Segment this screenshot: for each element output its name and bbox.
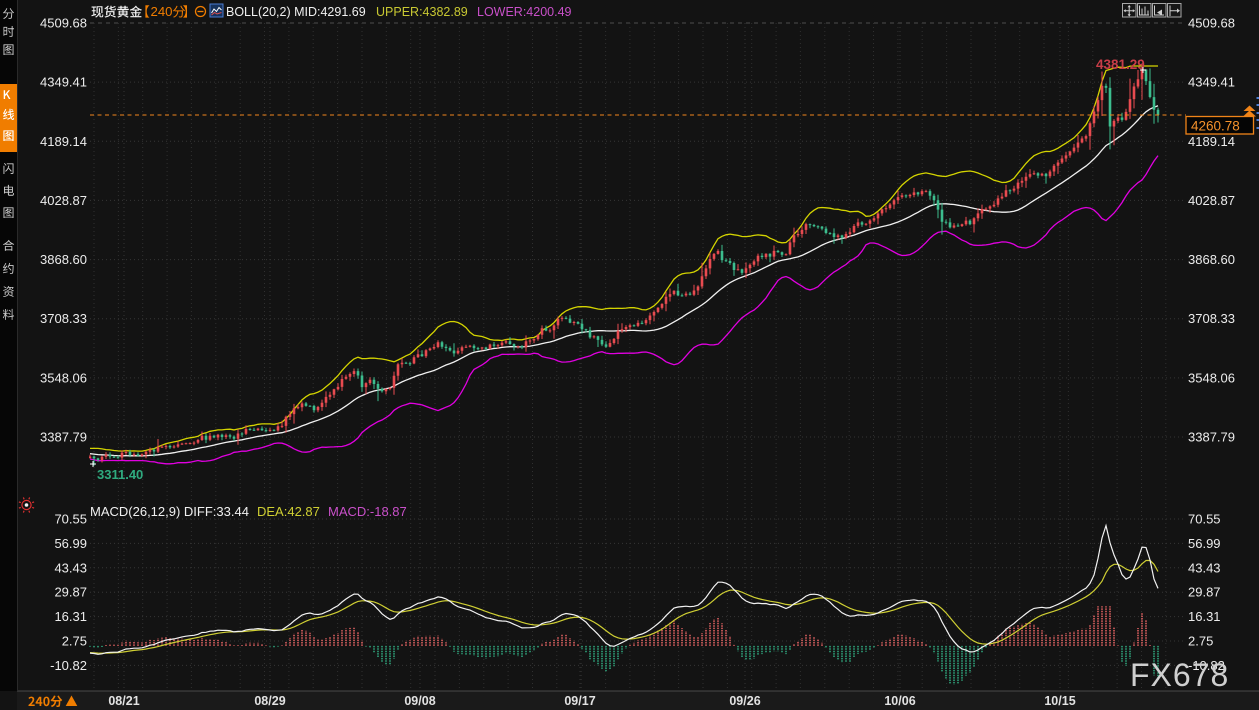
svg-text:240: 240 bbox=[151, 4, 173, 19]
svg-text:4509.68: 4509.68 bbox=[40, 16, 87, 31]
svg-text:09/26: 09/26 bbox=[729, 694, 760, 708]
svg-text:70.55: 70.55 bbox=[54, 512, 87, 527]
svg-text:LOWER:4200.49: LOWER:4200.49 bbox=[477, 5, 572, 19]
svg-text:-10.82: -10.82 bbox=[1188, 658, 1225, 673]
svg-text:3387.79: 3387.79 bbox=[1188, 430, 1235, 445]
svg-text:4509.68: 4509.68 bbox=[1188, 16, 1235, 31]
svg-text:BOLL(20,2) MID:4291.69: BOLL(20,2) MID:4291.69 bbox=[226, 5, 366, 19]
svg-text:10/06: 10/06 bbox=[884, 694, 915, 708]
svg-text:2.75: 2.75 bbox=[1188, 634, 1213, 649]
svg-text:56.99: 56.99 bbox=[1188, 536, 1221, 551]
svg-text:3868.60: 3868.60 bbox=[40, 252, 87, 267]
svg-text:70.55: 70.55 bbox=[1188, 512, 1221, 527]
svg-text:4189.14: 4189.14 bbox=[1188, 134, 1235, 149]
svg-text:56.99: 56.99 bbox=[54, 536, 87, 551]
svg-text:4189.14: 4189.14 bbox=[40, 134, 87, 149]
svg-text:3708.33: 3708.33 bbox=[40, 311, 87, 326]
svg-text:UPPER:4382.89: UPPER:4382.89 bbox=[376, 5, 468, 19]
svg-text:3868.60: 3868.60 bbox=[1188, 252, 1235, 267]
svg-text:2.75: 2.75 bbox=[62, 634, 87, 649]
svg-text:3387.79: 3387.79 bbox=[40, 430, 87, 445]
svg-text:DEA:42.87: DEA:42.87 bbox=[257, 504, 320, 519]
svg-text:3548.06: 3548.06 bbox=[1188, 370, 1235, 385]
svg-text:3708.33: 3708.33 bbox=[1188, 311, 1235, 326]
svg-text:FX678: FX678 bbox=[1130, 657, 1229, 693]
svg-text:09/17: 09/17 bbox=[564, 694, 595, 708]
svg-text:4260.78: 4260.78 bbox=[1191, 119, 1240, 134]
svg-text:4381.29: 4381.29 bbox=[1096, 57, 1145, 72]
svg-text:29.87: 29.87 bbox=[1188, 585, 1221, 600]
svg-text:29.87: 29.87 bbox=[54, 585, 87, 600]
svg-text:09/08: 09/08 bbox=[404, 694, 435, 708]
svg-text:4028.87: 4028.87 bbox=[1188, 193, 1235, 208]
svg-text:3311.40: 3311.40 bbox=[97, 467, 143, 482]
svg-text:43.43: 43.43 bbox=[1188, 560, 1221, 575]
svg-text:MACD(26,12,9) DIFF:33.44: MACD(26,12,9) DIFF:33.44 bbox=[90, 504, 249, 519]
svg-text:MACD:-18.87: MACD:-18.87 bbox=[328, 504, 407, 519]
svg-text:4028.87: 4028.87 bbox=[40, 193, 87, 208]
svg-text:4349.41: 4349.41 bbox=[40, 75, 87, 90]
svg-text:16.31: 16.31 bbox=[54, 609, 87, 624]
svg-text:4349.41: 4349.41 bbox=[1188, 75, 1235, 90]
svg-text:16.31: 16.31 bbox=[1188, 609, 1221, 624]
svg-text:08/21: 08/21 bbox=[108, 694, 139, 708]
svg-text:08/29: 08/29 bbox=[254, 694, 285, 708]
svg-text:43.43: 43.43 bbox=[54, 560, 87, 575]
svg-text:-10.82: -10.82 bbox=[50, 658, 87, 673]
svg-text:3548.06: 3548.06 bbox=[40, 370, 87, 385]
svg-text:10/15: 10/15 bbox=[1044, 694, 1075, 708]
